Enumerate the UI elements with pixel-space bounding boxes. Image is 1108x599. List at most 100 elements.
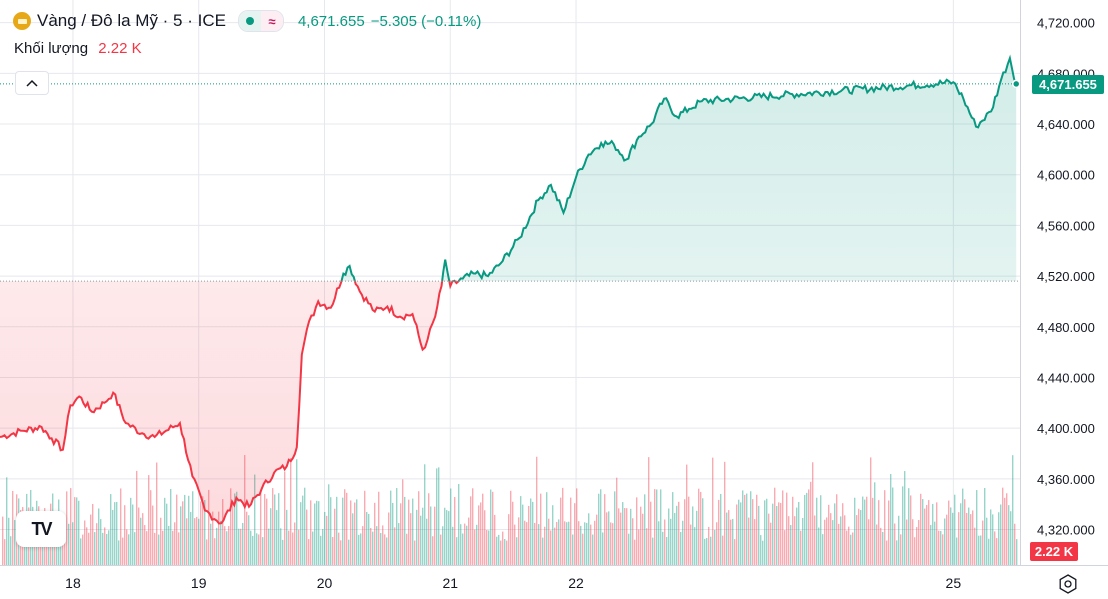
gold-coin-icon xyxy=(13,12,31,30)
volume-bar xyxy=(230,488,232,565)
volume-bar xyxy=(966,512,968,565)
volume-bar xyxy=(886,540,888,565)
volume-bar xyxy=(668,508,670,565)
volume-bar xyxy=(992,514,994,565)
volume-bar xyxy=(500,540,502,565)
volume-bar xyxy=(114,502,116,565)
volume-label: Khối lượng xyxy=(14,40,89,57)
volume-bar xyxy=(104,527,106,565)
volume-bar xyxy=(650,501,652,565)
volume-bar xyxy=(70,488,72,565)
volume-bar xyxy=(88,532,90,565)
volume-bar xyxy=(1002,487,1004,565)
volume-bar xyxy=(826,517,828,565)
volume-bar xyxy=(294,522,296,565)
gear-icon[interactable] xyxy=(1058,574,1078,594)
volume-bar xyxy=(930,524,932,565)
volume-bar xyxy=(524,520,526,565)
volume-bar xyxy=(390,490,392,565)
volume-bar xyxy=(556,521,558,565)
volume-bar xyxy=(704,538,706,565)
volume-bar xyxy=(680,531,682,565)
volume-bar xyxy=(238,528,240,565)
volume-bar xyxy=(636,497,638,565)
volume-bar xyxy=(898,515,900,565)
volume-bar xyxy=(914,537,916,565)
volume-bar xyxy=(172,530,174,565)
volume-bar xyxy=(466,525,468,565)
volume-bar xyxy=(772,503,774,565)
volume-bar xyxy=(726,512,728,565)
volume-bar xyxy=(326,515,328,565)
volume-bar xyxy=(552,505,554,565)
volume-bar xyxy=(558,519,560,565)
volume-bar xyxy=(926,504,928,565)
volume-bar xyxy=(538,524,540,565)
volume-bar xyxy=(606,512,608,565)
volume-bar xyxy=(822,534,824,565)
volume-bar xyxy=(534,522,536,565)
volume-bar xyxy=(1012,455,1014,565)
volume-bar xyxy=(594,520,596,565)
volume-bar xyxy=(492,491,494,565)
volume-bar xyxy=(946,514,948,565)
volume-bar xyxy=(838,523,840,565)
volume-bar xyxy=(986,517,988,565)
volume-bar xyxy=(970,514,972,565)
volume-bar xyxy=(48,539,50,565)
volume-bar xyxy=(716,522,718,565)
volume-bar xyxy=(782,490,784,565)
volume-bar xyxy=(854,497,856,565)
volume-bar xyxy=(520,496,522,565)
volume-bar xyxy=(894,523,896,565)
volume-bar xyxy=(746,493,748,565)
volume-bar xyxy=(180,506,182,565)
volume-bar xyxy=(738,499,740,565)
volume-bar xyxy=(950,507,952,565)
volume-bar xyxy=(618,508,620,565)
volume-legend[interactable]: Khối lượng 2.22 K xyxy=(14,40,142,57)
volume-bar xyxy=(590,524,592,565)
volume-bar xyxy=(582,533,584,565)
volume-bar xyxy=(498,534,500,565)
volume-bar xyxy=(506,540,508,565)
volume-bar xyxy=(878,500,880,565)
price-lines xyxy=(0,54,1021,525)
market-open-icon xyxy=(238,11,261,31)
volume-bar xyxy=(302,495,304,565)
volume-bar xyxy=(624,508,626,565)
tradingview-logo[interactable]: TV xyxy=(16,511,66,547)
volume-bar xyxy=(698,488,700,565)
volume-bar xyxy=(604,494,606,565)
volume-bar xyxy=(460,524,462,565)
volume-bar xyxy=(192,491,194,565)
volume-bar xyxy=(232,502,234,565)
volume-bar xyxy=(544,526,546,565)
symbol-legend[interactable]: Vàng / Đô la Mỹ · 5 · ICE ≈ 4,671.655 −5… xyxy=(13,10,481,32)
volume-bar xyxy=(410,513,412,565)
status-pill[interactable]: ≈ xyxy=(237,10,284,32)
volume-bar xyxy=(174,522,176,565)
volume-bar xyxy=(630,508,632,565)
volume-bar xyxy=(186,518,188,565)
collapse-legend-button[interactable] xyxy=(15,71,49,95)
volume-bar xyxy=(610,522,612,565)
volume-bar xyxy=(334,508,336,565)
volume-bar xyxy=(394,527,396,565)
volume-bar xyxy=(328,484,330,565)
volume-bar xyxy=(730,519,732,565)
volume-bar xyxy=(818,527,820,565)
volume-bar xyxy=(508,514,510,565)
x-tick-label: 22 xyxy=(568,575,584,591)
volume-bar xyxy=(226,531,228,565)
volume-bar xyxy=(580,525,582,565)
symbol-title[interactable]: Vàng / Đô la Mỹ · 5 · ICE xyxy=(37,11,226,30)
volume-bar xyxy=(152,505,154,565)
volume-bar xyxy=(790,524,792,565)
volume-bar xyxy=(666,536,668,565)
volume-bar xyxy=(496,536,498,565)
volume-bar xyxy=(120,488,122,565)
volume-bar xyxy=(256,533,258,565)
volume-bar xyxy=(560,497,562,565)
